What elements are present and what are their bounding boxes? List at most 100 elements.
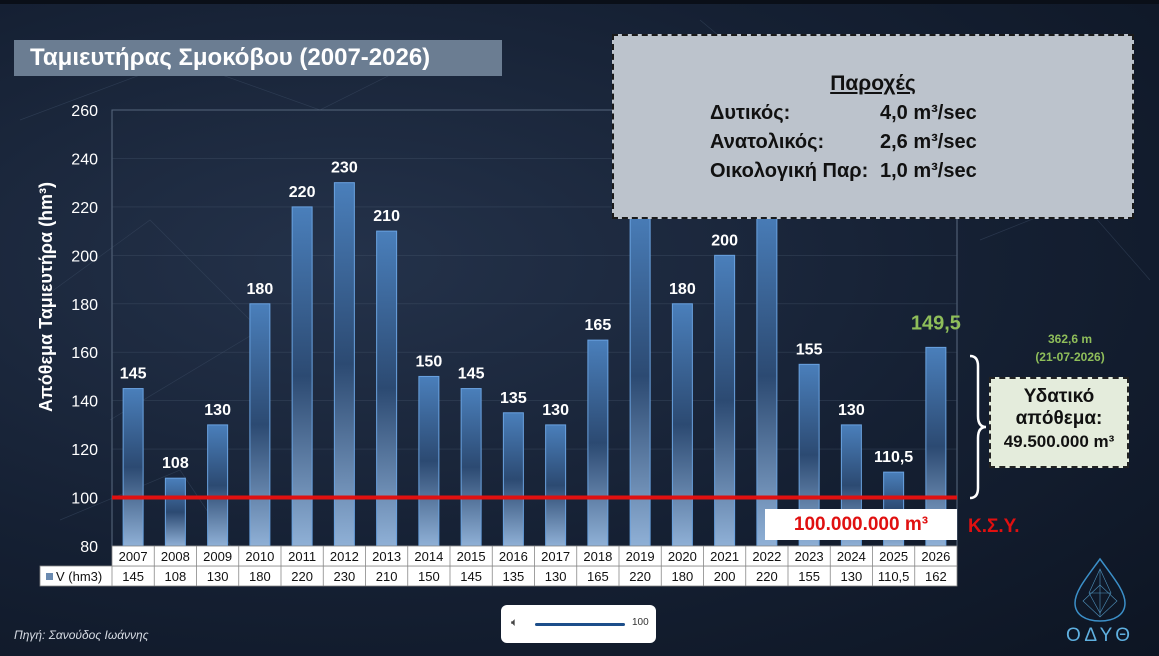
x-tick-label: 2012: [330, 549, 359, 564]
page-title: Ταμιευτήρας Σμοκόβου (2007-2026): [14, 40, 502, 76]
bar: [249, 303, 271, 547]
bar: [545, 424, 567, 547]
y-tick-label: 240: [71, 151, 98, 168]
reserve-label: απόθεμα:: [1015, 408, 1103, 429]
highlight-label: 149,5: [911, 312, 961, 334]
table-cell: 220: [291, 569, 313, 584]
threshold-label: Κ.Σ.Υ.: [968, 516, 1020, 537]
x-tick-label: 2017: [541, 549, 570, 564]
info-box-title: Παροχές: [830, 72, 916, 95]
x-tick-label: 2024: [837, 549, 866, 564]
y-axis-label: Απόθεμα Ταμιευτήρα (hm³): [36, 182, 56, 412]
table-cell: 200: [714, 569, 736, 584]
bar: [122, 388, 144, 547]
data-table: V (hm3) 2007 145 2008 108 2009 130 2010 180 2011 2…: [39, 545, 958, 587]
x-tick-label: 2016: [499, 549, 528, 564]
info-row-label: Ανατολικός:: [710, 131, 825, 153]
legend-entry: V (hm3): [56, 569, 102, 584]
x-tick-label: 2020: [668, 549, 697, 564]
table-cell: 110,5: [878, 569, 910, 584]
x-tick-label: 2015: [457, 549, 486, 564]
table-cell: 230: [334, 569, 356, 584]
x-tick-label: 2013: [372, 549, 401, 564]
x-tick-label: 2026: [921, 549, 950, 564]
x-tick-label: 2021: [710, 549, 739, 564]
y-tick-label: 140: [71, 394, 98, 411]
water-drop-icon: [1074, 557, 1126, 622]
data-label: 210: [373, 208, 400, 225]
data-label: 130: [204, 402, 231, 419]
logo-text: ΟΔΥΘ: [1065, 625, 1135, 646]
table-cell: 210: [376, 569, 398, 584]
data-label: 230: [331, 160, 358, 177]
table-cell: 180: [672, 569, 694, 584]
info-row: Δυτικός: 4,0 m³/sec: [710, 102, 977, 125]
bar: [418, 375, 440, 547]
table-cell: 150: [418, 569, 440, 584]
elevation-date: (21-07-2026): [1035, 350, 1105, 364]
elevation-value: 362,6 m: [1047, 332, 1093, 346]
bar: [502, 412, 524, 547]
data-label: 180: [247, 281, 274, 298]
info-row-value: 2,6 m³/sec: [880, 131, 977, 153]
info-row: Ανατολικός: 2,6 m³/sec: [710, 131, 977, 154]
data-label: 180: [669, 281, 696, 298]
table-cell: 145: [460, 569, 482, 584]
data-label: 155: [796, 341, 823, 358]
media-control[interactable]: 🔈︎ 100: [501, 605, 656, 643]
threshold-value-box: 100.000.000 m³: [765, 509, 957, 540]
data-label: 165: [585, 317, 612, 334]
info-row-label: Οικολογική Παρ:: [710, 160, 869, 182]
x-tick-label: 2023: [795, 549, 824, 564]
discharge-info-box: Παροχές Δυτικός: 4,0 m³/sec Ανατολικός: 2,…: [612, 34, 1134, 219]
data-label: 110,5: [874, 449, 913, 466]
bar: [671, 303, 693, 547]
speaker-icon[interactable]: 🔈︎: [511, 615, 519, 629]
table-cell: 130: [841, 569, 863, 584]
volume-slider[interactable]: [535, 623, 625, 626]
table-cell: 162: [925, 569, 947, 584]
info-row-value: 1,0 m³/sec: [880, 160, 977, 182]
x-tick-label: 2010: [245, 549, 274, 564]
x-tick-label: 2014: [414, 549, 443, 564]
x-tick-label: 2018: [583, 549, 612, 564]
bar: [291, 206, 313, 547]
chart-bars: 145 108 130 180 220 230 210 150 145 135 130 165 180 2…: [120, 160, 961, 547]
x-tick-label: 2011: [288, 549, 316, 564]
bar: [587, 339, 609, 547]
x-tick-label: 2009: [203, 549, 232, 564]
y-tick-label: 260: [71, 103, 98, 120]
y-tick-label: 80: [80, 539, 98, 556]
table-cell: 130: [545, 569, 567, 584]
reserve-label: Υδατικό: [1023, 386, 1095, 407]
bar: [460, 388, 482, 547]
data-label: 200: [711, 232, 738, 249]
legend-swatch-icon: [46, 573, 53, 580]
y-tick-label: 120: [71, 442, 98, 459]
volume-value: 100: [632, 617, 649, 628]
data-label: 108: [162, 455, 189, 472]
data-label: 130: [542, 402, 569, 419]
table-cell: 165: [587, 569, 609, 584]
y-axis: 80 100 120 140 160 180 200 220 240 260: [71, 103, 98, 556]
data-label: 135: [500, 390, 527, 407]
y-tick-label: 220: [71, 200, 98, 217]
data-label: 220: [289, 184, 316, 201]
info-row-value: 4,0 m³/sec: [880, 102, 977, 124]
table-cell: 220: [756, 569, 778, 584]
info-row: Οικολογική Παρ: 1,0 m³/sec: [710, 160, 977, 183]
data-label: 130: [838, 402, 865, 419]
y-tick-label: 200: [71, 248, 98, 265]
x-tick-label: 2025: [879, 549, 908, 564]
reserve-value: 49.500.000 m³: [1003, 432, 1115, 451]
bar: [333, 182, 355, 547]
info-row-label: Δυτικός:: [710, 102, 791, 124]
bar: [756, 206, 778, 547]
bar: [164, 477, 186, 547]
table-cell: 135: [503, 569, 525, 584]
x-tick-label: 2008: [161, 549, 190, 564]
table-cell: 220: [629, 569, 651, 584]
source-credit: Πηγή: Σανούδος Ιωάννης: [14, 628, 149, 642]
top-bar: [0, 0, 1159, 4]
